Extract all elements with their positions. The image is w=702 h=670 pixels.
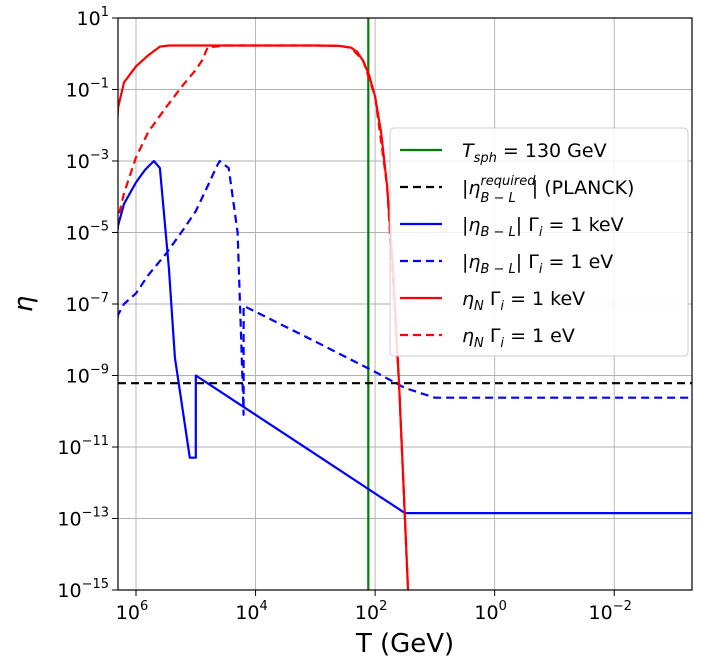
legend-label: ηN Γi = 1 keV — [462, 288, 585, 314]
x-tick-label: 100 — [474, 599, 506, 624]
legend-label: ηN Γi = 1 eV — [462, 325, 575, 351]
x-axis-label: T (GeV) — [355, 629, 454, 659]
legend-item-etaN_keV: ηN Γi = 1 keV — [400, 288, 585, 314]
y-tick-label: 10−13 — [57, 506, 109, 531]
x-tick-label: 10−2 — [589, 599, 632, 624]
legend-label: |ηB − L| Γi = 1 keV — [462, 214, 624, 240]
y-tick-label: 10−11 — [57, 434, 109, 459]
x-tick-label: 102 — [355, 599, 387, 624]
y-tick-label: 10−15 — [57, 577, 109, 602]
y-tick-label: 101 — [77, 5, 109, 30]
legend-label: |ηrequired B − L | (PLANCK) — [462, 174, 634, 206]
series-etaBL_keV — [118, 159, 692, 515]
y-axis-label: η — [9, 296, 39, 312]
x-tick-label: 104 — [235, 599, 267, 624]
y-tick-label: 10−9 — [66, 363, 109, 388]
legend-box — [389, 127, 689, 357]
axis-ticks: 106 104 102 100 10−2 101 10−1 10−3 10−5 10−7 10−9 1… — [57, 5, 632, 624]
y-tick-label: 10−1 — [66, 77, 109, 102]
legend-label: Tsph = 130 GeV — [462, 140, 607, 166]
y-tick-label: 10−3 — [66, 148, 109, 173]
series-etaN_eV — [118, 44, 410, 590]
legend-item-etaBL_keV: |ηB − L| Γi = 1 keV — [400, 214, 624, 240]
legend-item-etaN_eV: ηN Γi = 1 eV — [400, 325, 575, 351]
legend: Tsph = 130 GeV |ηrequired B − L | (PLANCK) |… — [389, 127, 689, 357]
legend-label: |ηB − L| Γi = 1 eV — [462, 251, 613, 277]
series-etaN_keV — [118, 44, 410, 590]
legend-item-etaBL_eV: |ηB − L| Γi = 1 eV — [400, 251, 613, 277]
x-tick-label: 106 — [116, 599, 148, 624]
legend-item-planck: |ηrequired B − L | (PLANCK) — [400, 174, 634, 206]
series-layer — [118, 18, 692, 590]
legend-item-tsph: Tsph = 130 GeV — [400, 140, 607, 166]
y-tick-label: 10−7 — [66, 291, 109, 316]
y-tick-label: 10−5 — [66, 220, 109, 245]
